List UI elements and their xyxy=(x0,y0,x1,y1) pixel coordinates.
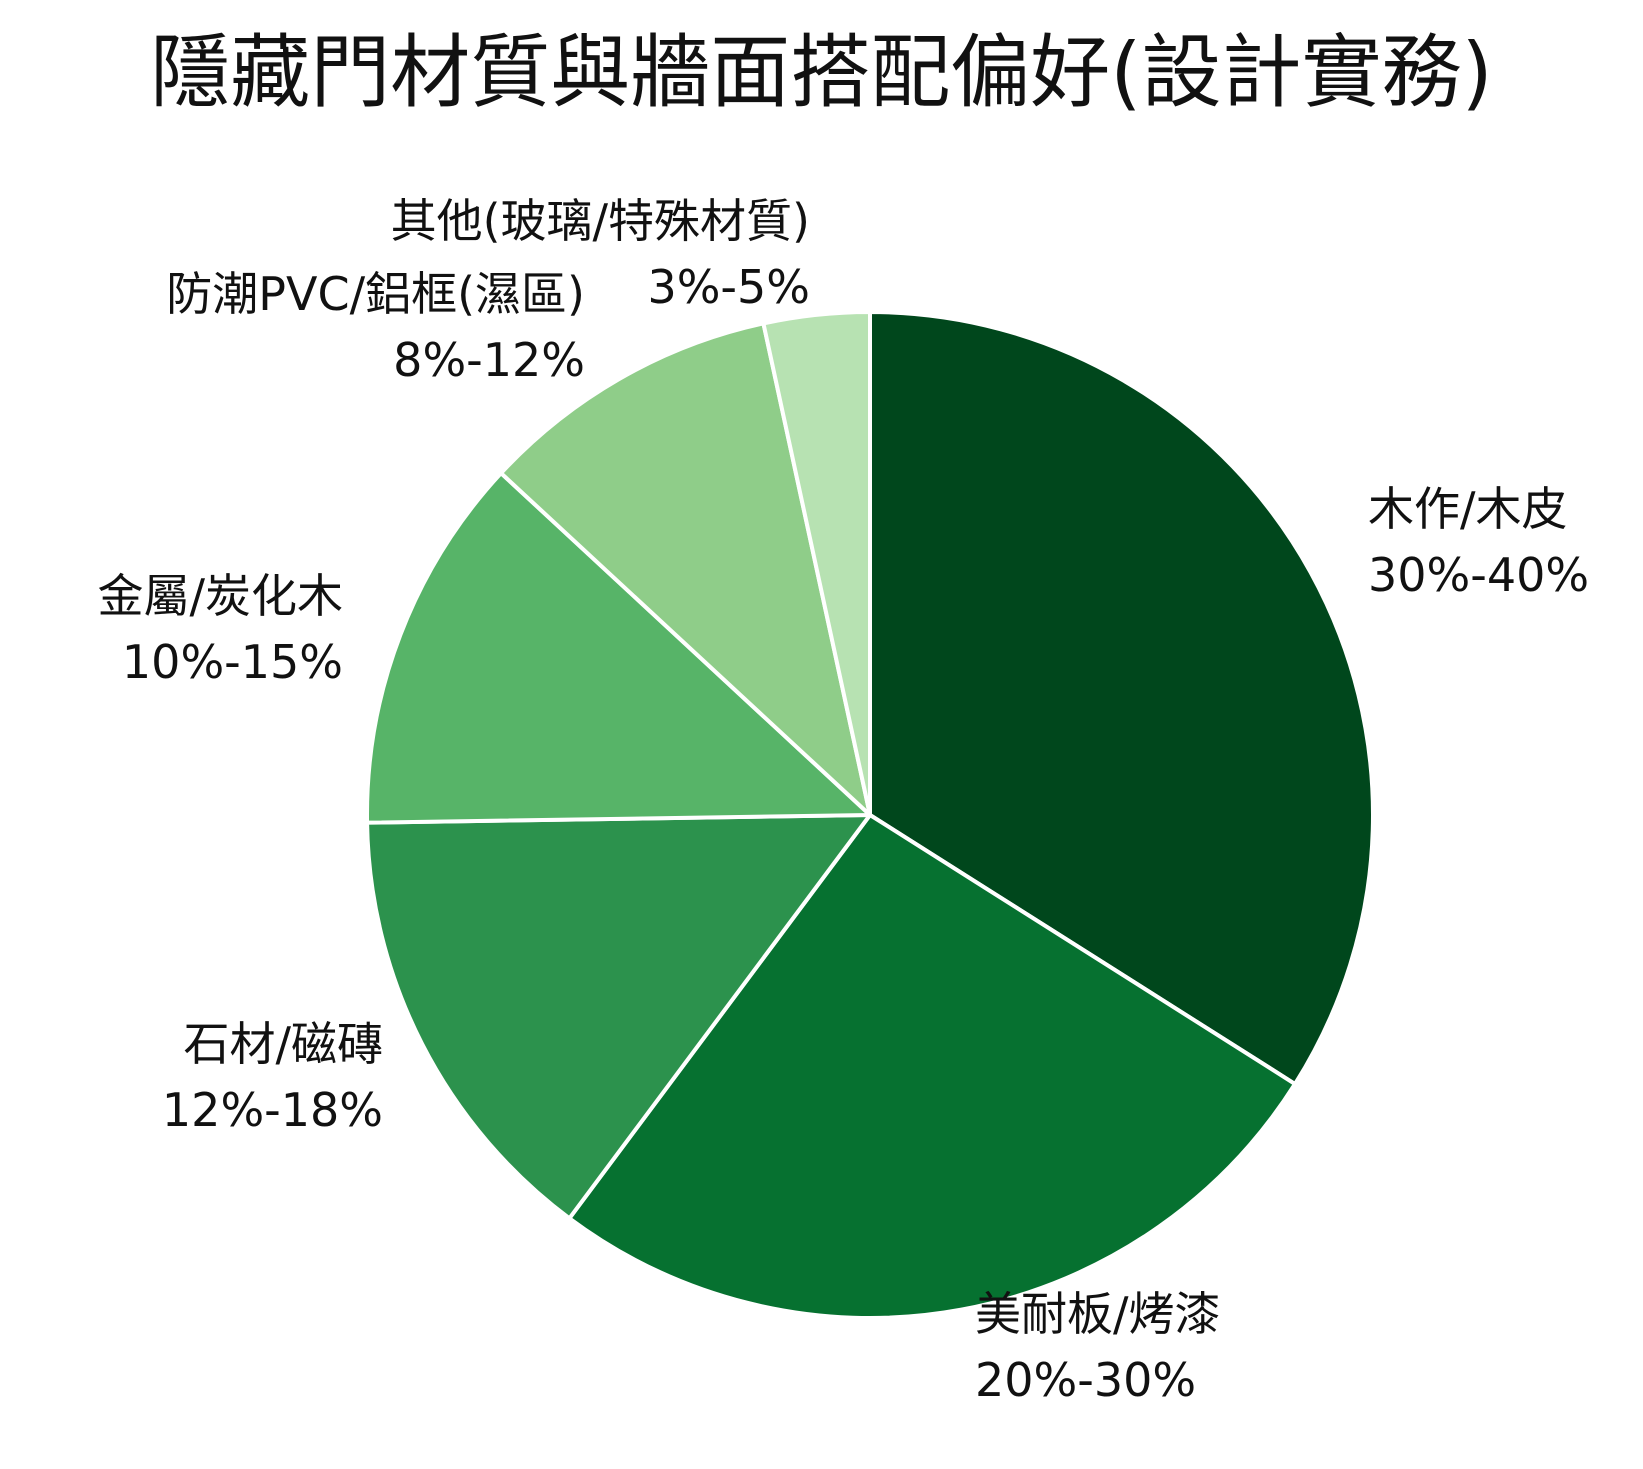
pie-slice-1 xyxy=(868,310,1375,1086)
slice-label-4: 金屬/炭化木 10%-15% xyxy=(98,569,344,689)
slice-name-6: 其他(玻璃/特殊材質) xyxy=(391,194,810,248)
slice-range-6: 3%-5% xyxy=(647,260,810,314)
pie-slice-3 xyxy=(365,813,872,1221)
slice-range-5: 8%-12% xyxy=(393,333,585,387)
slice-range-1: 30%-40% xyxy=(1368,548,1589,602)
pie-slice-6 xyxy=(761,310,872,817)
slice-label-1: 木作/木皮 30%-40% xyxy=(1368,482,1589,602)
slice-name-2: 美耐板/烤漆 xyxy=(975,1287,1221,1341)
pie-slice-4 xyxy=(365,471,872,825)
slice-name-1: 木作/木皮 xyxy=(1368,482,1568,536)
slice-name-3: 石材/磁磚 xyxy=(184,1017,384,1071)
slice-name-5: 防潮PVC/鋁框(濕區) xyxy=(166,267,585,321)
slice-name-4: 金屬/炭化木 xyxy=(98,569,344,623)
slice-range-2: 20%-30% xyxy=(975,1353,1196,1407)
pie-slice-2 xyxy=(567,813,1298,1320)
slice-range-3: 12%-18% xyxy=(162,1083,383,1137)
slice-label-5: 防潮PVC/鋁框(濕區) 8%-12% xyxy=(166,267,585,387)
slice-label-3: 石材/磁磚 12%-18% xyxy=(162,1017,383,1137)
slice-label-2: 美耐板/烤漆 20%-30% xyxy=(975,1287,1221,1407)
slice-range-4: 10%-15% xyxy=(122,635,343,689)
slice-label-6: 其他(玻璃/特殊材質) 3%-5% xyxy=(391,194,810,314)
pie-slice-5 xyxy=(499,321,872,817)
chart-title: 隱藏門材質與牆面搭配偏好(設計實務) xyxy=(150,26,1493,119)
